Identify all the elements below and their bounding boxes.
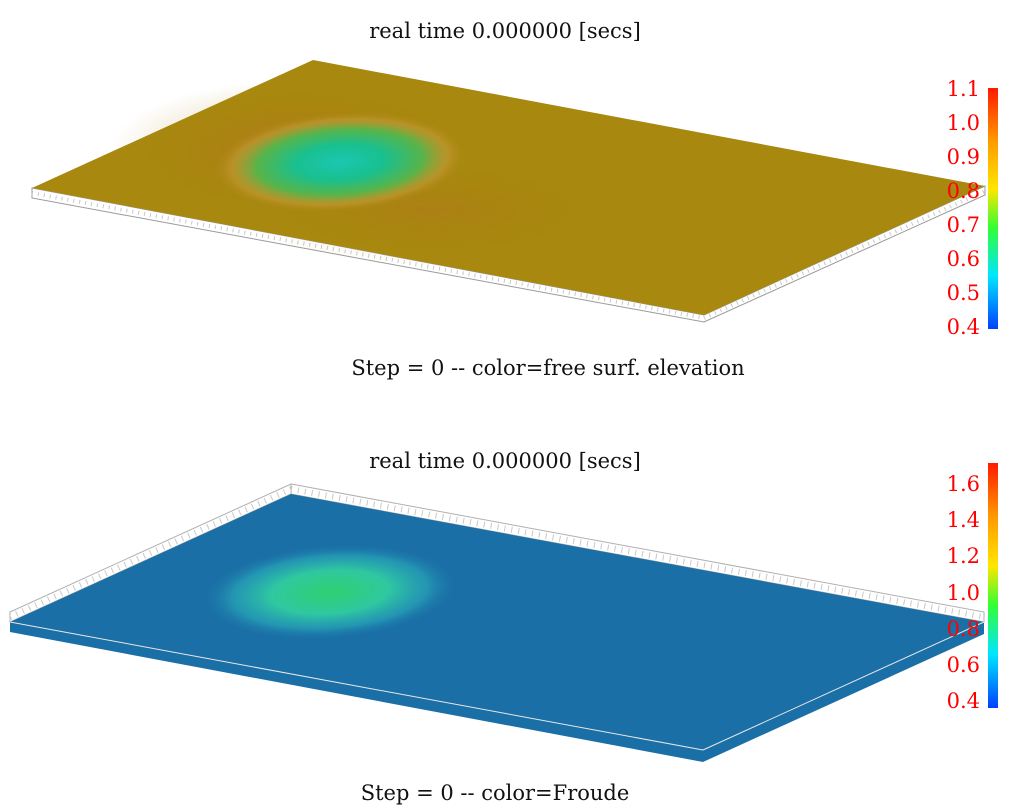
colorbar-tick: 0.4 — [947, 315, 980, 339]
froude-bump — [200, 543, 460, 641]
surface-plot — [31, 60, 986, 323]
colorbar-tick: 1.2 — [947, 544, 980, 568]
colorbar-gradient — [988, 463, 998, 708]
colorbar-tick: 0.5 — [947, 281, 980, 305]
panel-caption: Step = 0 -- color=Froude — [361, 781, 630, 805]
panel-title: real time 0.000000 [secs] — [369, 19, 641, 43]
colorbar-gradient — [988, 88, 998, 329]
plate-outline — [702, 621, 985, 751]
plate-outline — [9, 621, 704, 751]
colorbar-tick: 0.6 — [947, 653, 980, 677]
colorbar-tick: 0.6 — [947, 247, 980, 271]
colorbar: 1.1 1.0 0.9 0.8 0.7 0.6 0.5 0.4 — [947, 77, 998, 339]
elevation-bump — [212, 111, 468, 213]
panel-caption: Step = 0 -- color=free surf. elevation — [351, 356, 744, 380]
colorbar-tick: 0.7 — [947, 213, 980, 237]
colorbar-tick: 1.4 — [947, 508, 980, 532]
edge-grid — [8, 486, 293, 620]
colorbar-tick: 0.8 — [947, 179, 980, 203]
plate-front-wall — [10, 622, 703, 762]
colorbar-tick: 1.1 — [947, 77, 980, 101]
surface-plot — [8, 483, 985, 762]
colorbar-tick: 0.4 — [947, 689, 980, 713]
panel-free-surface: real time 0.000000 [secs] 1.1 1.0 0.9 0.… — [31, 19, 998, 380]
colorbar-tick: 0.8 — [947, 617, 980, 641]
colorbar-tick: 0.9 — [947, 145, 980, 169]
panel-froude: real time 0.000000 [secs] 1.6 1.4 1.2 1.… — [8, 449, 998, 805]
colorbar-tick: 1.0 — [947, 111, 980, 135]
plate-front-wall — [703, 622, 984, 762]
colorbar: 1.6 1.4 1.2 1.0 0.8 0.6 0.4 — [947, 463, 998, 713]
colorbar-tick: 1.6 — [947, 472, 980, 496]
colorbar-tick: 1.0 — [947, 581, 980, 605]
panel-title: real time 0.000000 [secs] — [369, 449, 641, 473]
